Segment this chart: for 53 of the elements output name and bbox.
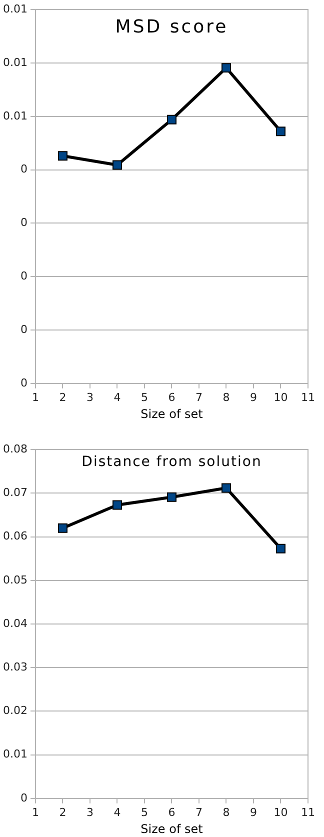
y-tick-label: 0.04 [2, 616, 28, 630]
x-tick-label: 11 [301, 390, 315, 404]
y-tick-label: 0 [20, 216, 28, 230]
x-tick-label: 6 [168, 390, 176, 404]
y-tick-label: 0.05 [2, 573, 28, 586]
y-tick-label: 0.08 [2, 442, 28, 456]
x-tick-label: 2 [59, 806, 66, 819]
y-tick-label: 0.03 [2, 660, 28, 674]
point [222, 483, 231, 493]
y-tick-label: 0.02 [2, 704, 28, 718]
y-tick-label: 0.06 [2, 530, 28, 543]
chart-title: Distance from solution [82, 454, 262, 470]
x-tick-label: 9 [250, 806, 257, 819]
x-tick-label: 8 [222, 806, 230, 819]
x-tick-label: 9 [250, 390, 257, 404]
point [58, 523, 68, 533]
x-tick-label: 11 [301, 806, 315, 819]
y-tick-label: 0 [20, 269, 28, 282]
point [276, 544, 286, 554]
y-tick-label: 0 [20, 791, 28, 804]
point [276, 126, 286, 136]
x-tick-label: 8 [222, 390, 230, 404]
x-tick-label: 3 [86, 390, 94, 404]
point [58, 151, 68, 161]
x-axis-title: Size of set [140, 822, 204, 836]
x-axis-title: Size of set [140, 406, 204, 421]
point [112, 160, 122, 170]
y-tick-label: 0 [20, 322, 28, 336]
point [167, 114, 176, 124]
x-tick-label: 5 [140, 390, 148, 404]
x-tick-label: 7 [195, 390, 202, 404]
x-tick-label: 10 [274, 390, 288, 404]
y-tick-label: 0.01 [2, 748, 28, 761]
x-tick-label: 10 [274, 806, 288, 819]
x-tick-label: 3 [86, 806, 94, 819]
x-tick-label: 7 [195, 806, 202, 819]
x-tick-label: 2 [59, 390, 66, 404]
x-tick-label: 5 [140, 806, 148, 819]
x-tick-label: 4 [114, 390, 121, 404]
y-tick-label: 0.01 [2, 2, 28, 16]
y-tick-label: 0.01 [2, 109, 28, 122]
x-tick-label: 1 [32, 390, 39, 404]
chart-title: MSD score [115, 16, 228, 38]
y-tick-label: 0 [20, 162, 28, 176]
point [222, 63, 231, 73]
y-tick-label: 0.07 [2, 486, 28, 500]
x-tick-label: 4 [114, 806, 121, 819]
point [167, 492, 176, 502]
x-tick-label: 6 [168, 806, 176, 819]
point [112, 500, 122, 510]
y-tick-label: 0.01 [2, 56, 28, 69]
y-tick-label: 0 [20, 376, 28, 390]
x-tick-label: 1 [32, 806, 39, 819]
